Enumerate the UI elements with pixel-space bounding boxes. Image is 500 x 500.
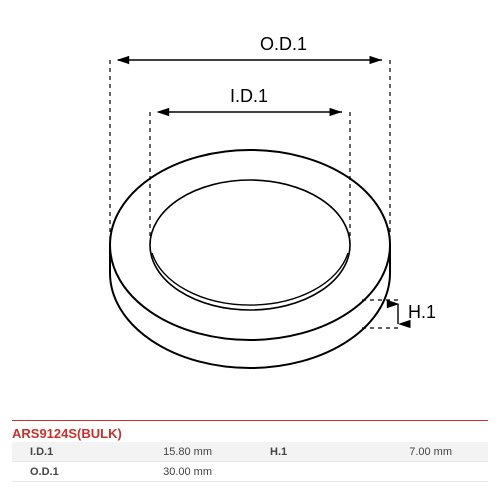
spec-table: I.D.1 15.80 mm H.1 7.00 mm O.D.1 30.00 m… [12,442,488,482]
part-number-bar: ARS9124S(BULK) [12,420,488,443]
spec-label: H.1 [252,446,342,458]
spec-value: 7.00 mm [342,446,472,458]
spec-value: 15.80 mm [102,446,232,458]
ring-top-inner-ellipse [150,180,350,310]
spec-label: O.D.1 [12,466,102,478]
diagram-area: O.D.1 I.D.1 H.1 [0,0,500,400]
spec-value: 30.00 mm [102,466,232,478]
spec-row: O.D.1 30.00 mm [12,462,488,482]
h-label: H.1 [408,302,436,323]
ring-diagram-svg [0,0,500,400]
id-label: I.D.1 [230,86,268,107]
spec-label: I.D.1 [12,446,102,458]
part-number: ARS9124S(BULK) [12,426,122,441]
od-label: O.D.1 [260,34,307,55]
spec-row: I.D.1 15.80 mm H.1 7.00 mm [12,442,488,462]
